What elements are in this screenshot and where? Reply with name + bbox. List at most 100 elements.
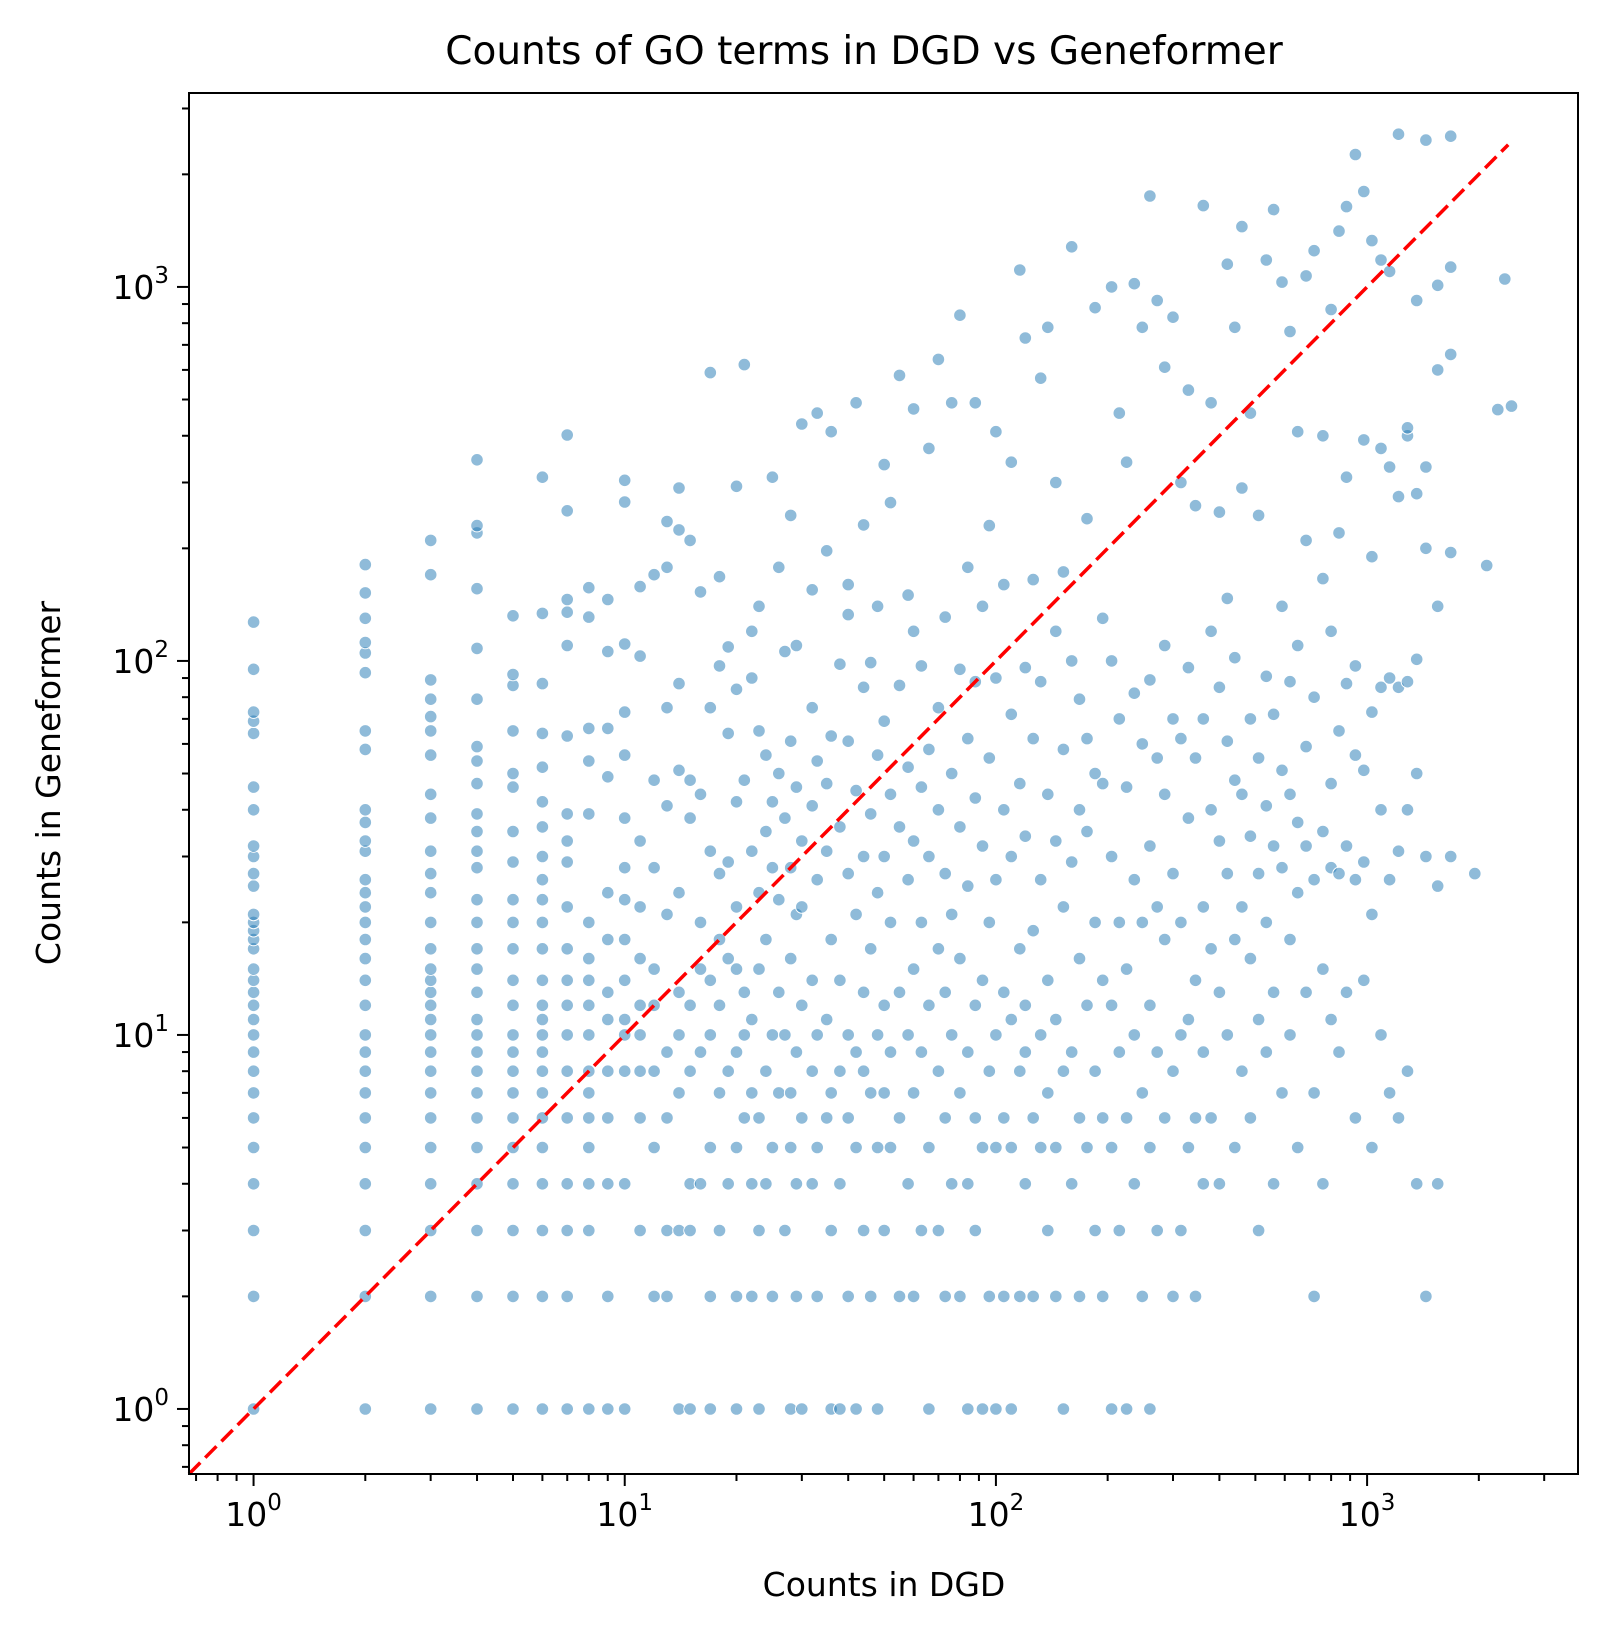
data-point	[1026, 1111, 1040, 1125]
data-point	[1443, 849, 1458, 864]
data-point	[765, 470, 780, 485]
data-point	[1419, 849, 1433, 864]
data-point	[1112, 712, 1127, 726]
data-point	[246, 962, 261, 976]
data-point	[560, 973, 575, 988]
data-point	[506, 1402, 520, 1416]
data-point	[961, 560, 975, 575]
data-point	[1243, 951, 1258, 966]
x-tick-label: 102	[968, 1490, 1025, 1534]
data-point	[358, 1402, 373, 1416]
data-point	[931, 1064, 946, 1078]
data-point	[1196, 198, 1211, 213]
data-point	[805, 1064, 820, 1078]
data-point	[560, 592, 575, 607]
data-point	[246, 839, 261, 853]
data-point	[1220, 591, 1235, 606]
data-point	[1212, 985, 1227, 1000]
data-point	[849, 1402, 863, 1416]
data-point	[423, 748, 438, 762]
data-point	[1283, 787, 1297, 802]
data-point	[824, 1223, 839, 1238]
data-point	[1339, 985, 1354, 1000]
data-point	[1332, 526, 1346, 540]
data-point	[470, 1111, 484, 1125]
data-point	[246, 705, 261, 719]
data-point	[1430, 278, 1445, 293]
data-point	[1430, 1177, 1445, 1191]
data-point	[1365, 1140, 1379, 1155]
data-point	[617, 932, 632, 947]
data-point	[819, 776, 834, 791]
data-point	[824, 932, 839, 947]
data-point	[1235, 481, 1249, 495]
data-point	[914, 1223, 929, 1238]
data-point	[246, 803, 261, 817]
data-point	[1299, 839, 1313, 853]
data-point	[737, 773, 752, 788]
data-point	[795, 900, 809, 914]
data-point	[1228, 650, 1242, 665]
data-point	[997, 985, 1011, 1000]
data-point	[246, 1289, 261, 1304]
data-point	[246, 985, 261, 1000]
data-point	[1332, 224, 1346, 238]
data-point	[841, 577, 856, 592]
data-point	[358, 998, 373, 1013]
data-point	[1196, 1045, 1211, 1059]
data-point	[358, 1028, 373, 1042]
data-point	[470, 1402, 484, 1416]
data-point	[745, 1289, 759, 1304]
data-point	[1088, 1064, 1102, 1078]
data-point	[617, 860, 632, 875]
data-point	[944, 766, 959, 781]
data-point	[778, 1028, 792, 1042]
data-point	[535, 470, 550, 485]
data-point	[1196, 1177, 1211, 1191]
data-point	[1243, 829, 1258, 844]
data-point	[1290, 424, 1305, 439]
data-point	[1409, 652, 1424, 667]
data-point	[683, 998, 697, 1013]
data-point	[1004, 849, 1019, 864]
data-point	[805, 1177, 820, 1191]
data-point	[1004, 1012, 1019, 1027]
data-point	[1290, 885, 1305, 900]
data-point	[819, 1111, 834, 1125]
data-point	[1283, 324, 1297, 339]
data-point	[765, 860, 780, 875]
data-point	[470, 807, 484, 821]
data-point	[721, 951, 736, 966]
data-point	[1365, 233, 1379, 248]
data-point	[358, 1223, 373, 1238]
data-point	[506, 998, 520, 1013]
data-point	[1275, 275, 1289, 289]
data-point	[1204, 624, 1218, 639]
data-point	[1119, 455, 1134, 470]
data-point	[617, 748, 632, 762]
data-point	[423, 1177, 438, 1191]
data-point	[683, 1223, 697, 1238]
data-point	[1283, 1028, 1297, 1042]
data-point	[601, 1177, 615, 1191]
data-point	[1290, 815, 1305, 830]
data-point	[703, 1289, 718, 1304]
data-point	[721, 726, 736, 741]
data-point	[1220, 257, 1235, 272]
data-point	[423, 1028, 438, 1042]
data-point	[246, 998, 261, 1013]
data-point	[1049, 834, 1063, 848]
data-point	[470, 1028, 484, 1042]
data-point	[953, 951, 967, 966]
data-point	[535, 892, 550, 907]
data-point	[423, 1086, 438, 1100]
data-point	[1127, 686, 1142, 701]
data-point	[358, 885, 373, 900]
data-point	[1348, 659, 1363, 673]
data-point	[1104, 1402, 1119, 1416]
data-point	[841, 734, 856, 749]
y-tick-exponent: 1	[154, 1011, 169, 1037]
data-point	[246, 726, 261, 741]
data-point	[849, 1045, 863, 1059]
data-point	[914, 659, 929, 673]
